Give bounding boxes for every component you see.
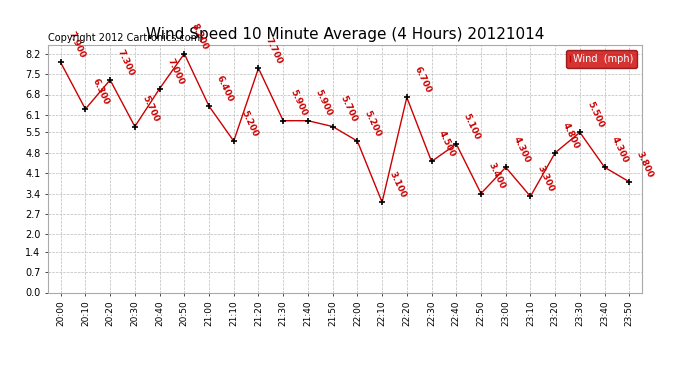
Text: 4.800: 4.800 [561, 120, 581, 150]
Text: 4.300: 4.300 [511, 135, 531, 165]
Legend: Wind  (mph): Wind (mph) [566, 50, 637, 68]
Text: 5.500: 5.500 [585, 100, 606, 130]
Text: 8.200: 8.200 [190, 22, 210, 51]
Text: 7.700: 7.700 [264, 36, 284, 66]
Text: 5.100: 5.100 [462, 112, 482, 141]
Text: 7.000: 7.000 [165, 57, 185, 86]
Text: 6.300: 6.300 [91, 77, 111, 106]
Text: 3.100: 3.100 [388, 170, 408, 200]
Text: 5.900: 5.900 [313, 88, 333, 118]
Text: Copyright 2012 Cartronics.com: Copyright 2012 Cartronics.com [48, 33, 200, 42]
Text: 5.900: 5.900 [288, 88, 309, 118]
Text: 7.900: 7.900 [66, 30, 86, 60]
Text: 3.800: 3.800 [635, 150, 655, 179]
Text: 4.300: 4.300 [610, 135, 630, 165]
Text: 7.300: 7.300 [116, 48, 136, 77]
Text: 3.400: 3.400 [486, 161, 506, 191]
Text: 5.700: 5.700 [338, 94, 358, 124]
Text: 5.200: 5.200 [363, 109, 383, 138]
Text: 3.300: 3.300 [536, 164, 556, 194]
Text: 5.700: 5.700 [140, 94, 161, 124]
Text: 5.200: 5.200 [239, 109, 259, 138]
Text: 6.700: 6.700 [413, 65, 433, 94]
Text: 4.500: 4.500 [437, 129, 457, 159]
Text: 6.400: 6.400 [215, 74, 235, 104]
Title: Wind Speed 10 Minute Average (4 Hours) 20121014: Wind Speed 10 Minute Average (4 Hours) 2… [146, 27, 544, 42]
